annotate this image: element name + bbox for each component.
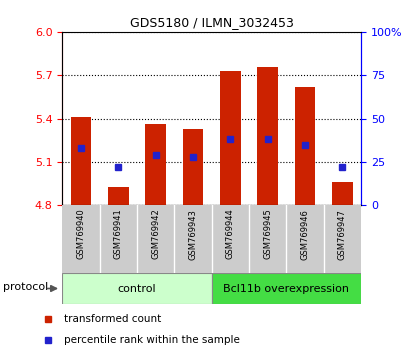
Bar bbox=[145, 124, 166, 205]
Bar bbox=[108, 187, 129, 205]
Text: GSM769943: GSM769943 bbox=[188, 209, 198, 259]
Text: GSM769944: GSM769944 bbox=[226, 209, 235, 259]
Bar bbox=[295, 87, 315, 205]
Text: control: control bbox=[117, 284, 156, 293]
Bar bbox=[257, 67, 278, 205]
Text: transformed count: transformed count bbox=[64, 314, 161, 324]
Bar bbox=[71, 117, 91, 205]
Text: GSM769947: GSM769947 bbox=[338, 209, 347, 259]
Text: GSM769942: GSM769942 bbox=[151, 209, 160, 259]
Bar bbox=[220, 71, 241, 205]
Text: GSM769941: GSM769941 bbox=[114, 209, 123, 259]
Text: GSM769945: GSM769945 bbox=[263, 209, 272, 259]
Bar bbox=[212, 273, 361, 304]
Text: Bcl11b overexpression: Bcl11b overexpression bbox=[223, 284, 349, 293]
Bar bbox=[332, 182, 353, 205]
Text: protocol: protocol bbox=[3, 282, 49, 292]
Text: GSM769946: GSM769946 bbox=[300, 209, 310, 259]
Text: GSM769940: GSM769940 bbox=[76, 209, 85, 259]
Text: percentile rank within the sample: percentile rank within the sample bbox=[64, 335, 240, 345]
Title: GDS5180 / ILMN_3032453: GDS5180 / ILMN_3032453 bbox=[130, 16, 293, 29]
Bar bbox=[62, 273, 212, 304]
Bar bbox=[183, 129, 203, 205]
